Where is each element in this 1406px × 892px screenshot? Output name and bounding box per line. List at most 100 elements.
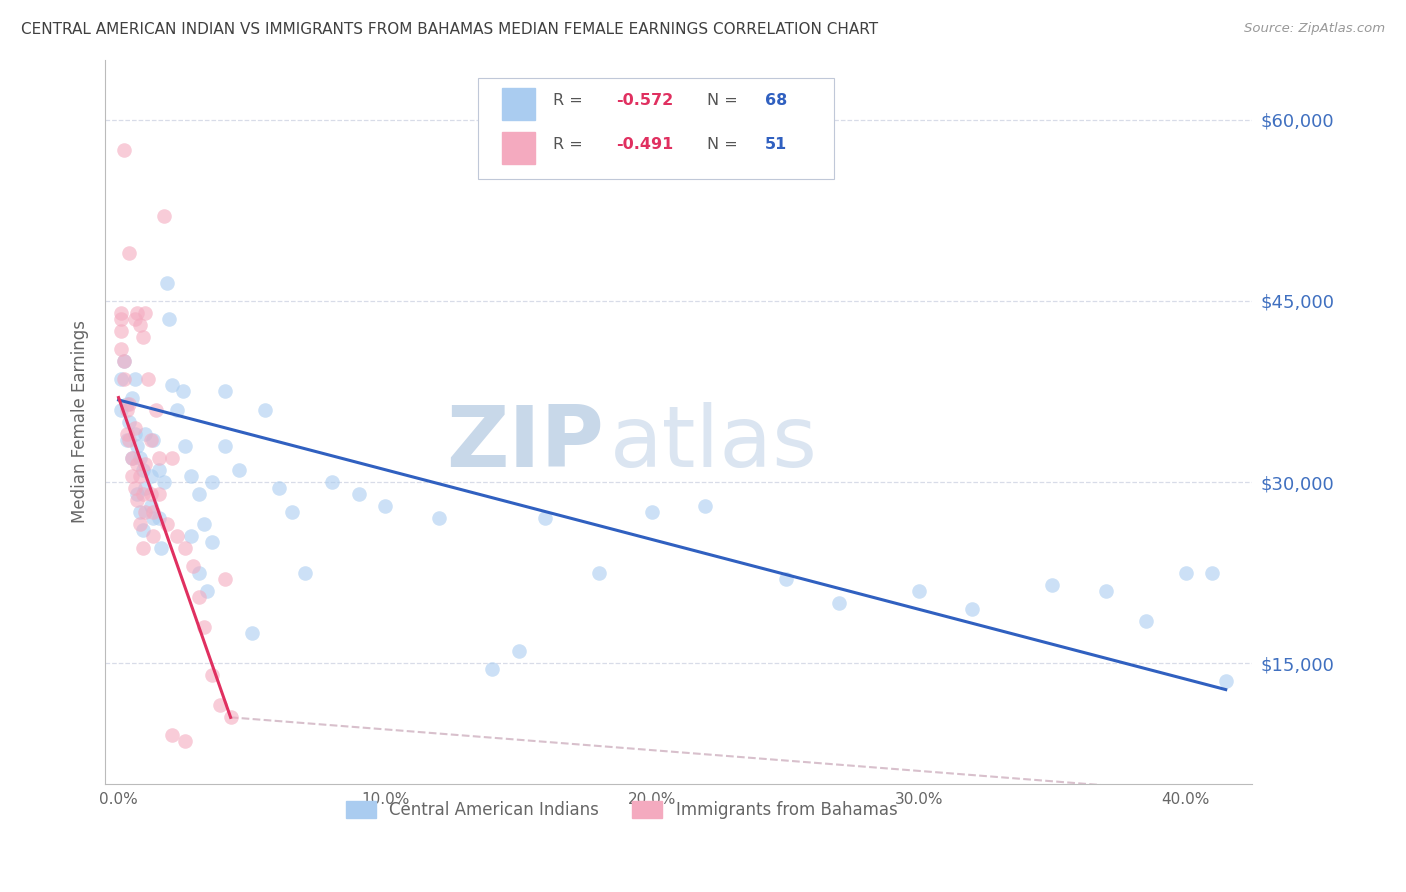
Point — [155, 517, 177, 532]
Point — [139, 499, 162, 513]
Point — [214, 572, 236, 586]
Point — [481, 662, 503, 676]
Point — [148, 463, 170, 477]
Point — [160, 378, 183, 392]
Point — [134, 457, 156, 471]
Point — [134, 505, 156, 519]
Point — [427, 511, 450, 525]
Point — [110, 343, 132, 357]
Text: Source: ZipAtlas.com: Source: ZipAtlas.com — [1244, 22, 1385, 36]
Point — [187, 590, 209, 604]
Point — [145, 402, 167, 417]
Point — [148, 511, 170, 525]
Point — [228, 463, 250, 477]
Point — [534, 511, 557, 525]
Text: N =: N = — [707, 137, 744, 153]
Point — [1040, 577, 1063, 591]
Point — [142, 505, 165, 519]
Point — [775, 572, 797, 586]
Point — [110, 324, 132, 338]
Point — [1174, 566, 1197, 580]
Point — [374, 499, 396, 513]
Point — [1094, 583, 1116, 598]
Point — [695, 499, 717, 513]
Point — [131, 541, 153, 556]
Point — [139, 469, 162, 483]
Point — [115, 402, 138, 417]
Text: R =: R = — [553, 93, 588, 108]
Text: CENTRAL AMERICAN INDIAN VS IMMIGRANTS FROM BAHAMAS MEDIAN FEMALE EARNINGS CORREL: CENTRAL AMERICAN INDIAN VS IMMIGRANTS FR… — [21, 22, 879, 37]
Point — [121, 450, 143, 465]
Point — [160, 729, 183, 743]
Point — [112, 372, 135, 386]
Point — [294, 566, 316, 580]
Point — [127, 457, 149, 471]
Point — [153, 210, 176, 224]
Point — [128, 517, 150, 532]
Point — [139, 487, 162, 501]
Point — [174, 541, 197, 556]
Point — [142, 511, 165, 525]
Point — [110, 402, 132, 417]
Legend: Central American Indians, Immigrants from Bahamas: Central American Indians, Immigrants fro… — [339, 795, 904, 826]
Point — [962, 601, 984, 615]
Point — [110, 306, 132, 320]
Point — [115, 433, 138, 447]
Point — [172, 384, 194, 399]
Point — [155, 276, 177, 290]
Point — [139, 433, 162, 447]
Point — [201, 535, 224, 549]
Point — [281, 505, 304, 519]
Point — [1135, 614, 1157, 628]
Point — [127, 439, 149, 453]
Point — [908, 583, 931, 598]
Point — [127, 306, 149, 320]
Text: 51: 51 — [765, 137, 787, 153]
Point — [160, 450, 183, 465]
Point — [124, 481, 146, 495]
Text: R =: R = — [553, 137, 588, 153]
Point — [187, 566, 209, 580]
FancyBboxPatch shape — [478, 78, 834, 179]
Point — [187, 487, 209, 501]
Point — [1201, 566, 1223, 580]
Point — [131, 330, 153, 344]
Text: -0.491: -0.491 — [616, 137, 673, 153]
Point — [201, 668, 224, 682]
Text: N =: N = — [707, 93, 744, 108]
Point — [157, 312, 180, 326]
Point — [128, 450, 150, 465]
Point — [174, 439, 197, 453]
Point — [148, 450, 170, 465]
Point — [148, 487, 170, 501]
Point — [208, 698, 231, 713]
Point — [193, 517, 215, 532]
Point — [134, 426, 156, 441]
Point — [166, 529, 188, 543]
Text: ZIP: ZIP — [447, 402, 605, 485]
Point — [131, 487, 153, 501]
Point — [214, 384, 236, 399]
Point — [124, 420, 146, 434]
Point — [121, 469, 143, 483]
Point — [112, 354, 135, 368]
Point — [134, 306, 156, 320]
Point — [110, 312, 132, 326]
Point — [118, 433, 141, 447]
Point — [131, 523, 153, 537]
Point — [128, 318, 150, 332]
Point — [112, 143, 135, 157]
Point — [180, 529, 202, 543]
Point — [181, 559, 204, 574]
Point — [110, 372, 132, 386]
Point — [193, 620, 215, 634]
Point — [118, 245, 141, 260]
Point — [254, 402, 277, 417]
Y-axis label: Median Female Earnings: Median Female Earnings — [72, 320, 89, 524]
Point — [121, 450, 143, 465]
FancyBboxPatch shape — [502, 88, 536, 120]
Point — [174, 734, 197, 748]
Point — [118, 415, 141, 429]
Point — [115, 396, 138, 410]
Point — [136, 372, 159, 386]
